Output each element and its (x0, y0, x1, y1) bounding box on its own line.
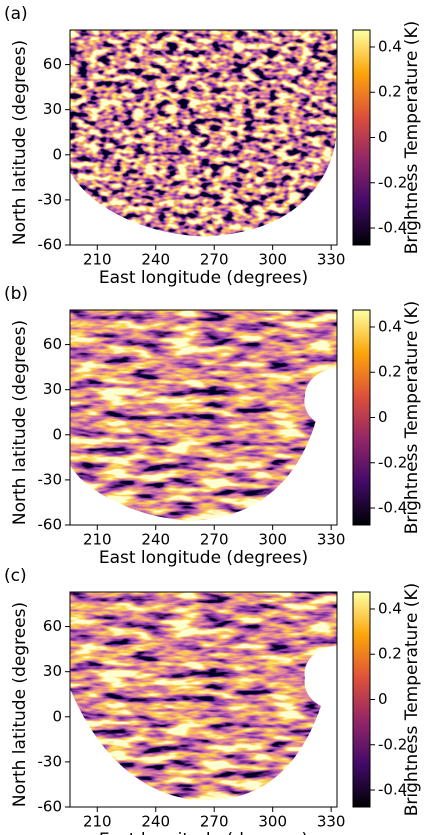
colorbar-tick-label: -0.4 (378, 499, 407, 517)
y-tick-label: -30 (38, 752, 63, 770)
y-tick-label: 0 (52, 425, 62, 443)
y-axis-label: North latitude (degrees) (10, 320, 30, 525)
colorbar-label: Brightness Temperature (K) (402, 301, 422, 534)
panel-label: (b) (4, 284, 28, 304)
colorbar-tick-label: 0.4 (378, 599, 402, 617)
colorbar-tick-label: 0.2 (378, 363, 402, 381)
heatmap-image (70, 592, 337, 801)
y-tick-label: -60 (38, 516, 63, 534)
x-axis-label: East longitude (degrees) (99, 548, 308, 568)
colorbar-tick-label: 0.2 (378, 645, 402, 663)
colorbar-tick-label: -0.2 (378, 173, 407, 191)
x-axis-label: East longitude (degrees) (99, 830, 308, 835)
colorbar-tick-label: 0.2 (378, 83, 402, 101)
panel: (a) 210 240 270 300 330 -60 -30 0 30 60 East longit… (4, 4, 422, 288)
heatmap-image (70, 310, 337, 521)
panel: (b) 210 240 270 300 330 -60 -30 0 30 60 East longit… (4, 284, 422, 568)
colorbar (352, 29, 371, 246)
colorbar-tick-label: 0 (378, 408, 388, 426)
x-tick-label: 330 (317, 531, 346, 549)
colorbar-tick-label: 0.4 (378, 317, 402, 335)
y-tick-label: -30 (38, 470, 63, 488)
y-tick-label: 30 (43, 662, 62, 680)
x-tick-label: 330 (317, 813, 346, 831)
colorbar-tick-label: -0.4 (378, 219, 407, 237)
x-tick-label: 330 (317, 251, 346, 269)
plot-frame (69, 29, 338, 246)
colorbar (352, 309, 371, 526)
colorbar-tick-label: 0 (378, 128, 388, 146)
y-tick-label: 60 (43, 617, 62, 635)
x-tick-label: 210 (83, 251, 112, 269)
x-tick-label: 300 (258, 531, 287, 549)
panel-label: (a) (4, 4, 28, 24)
plot-frame (69, 591, 338, 808)
y-tick-label: -60 (38, 798, 63, 816)
plot-frame (69, 309, 338, 526)
x-tick-label: 210 (83, 813, 112, 831)
colorbar-label: Brightness Temperature (K) (402, 21, 422, 254)
x-tick-label: 240 (141, 531, 170, 549)
y-tick-label: -30 (38, 190, 63, 208)
y-axis-label: North latitude (degrees) (10, 602, 30, 807)
x-tick-label: 270 (200, 813, 229, 831)
y-tick-label: 60 (43, 55, 62, 73)
colorbar-tick-label: -0.4 (378, 781, 407, 799)
panel: (c) 210 240 270 300 330 -60 -30 0 30 60 East longit… (4, 566, 422, 835)
colorbar-label: Brightness Temperature (K) (402, 583, 422, 816)
y-tick-label: 0 (52, 145, 62, 163)
x-tick-label: 270 (200, 251, 229, 269)
x-tick-label: 300 (258, 813, 287, 831)
colorbar-tick-label: -0.2 (378, 735, 407, 753)
x-tick-label: 240 (141, 813, 170, 831)
y-axis-label: North latitude (degrees) (10, 40, 30, 245)
y-tick-label: 30 (43, 380, 62, 398)
x-tick-label: 270 (200, 531, 229, 549)
x-tick-label: 300 (258, 251, 287, 269)
x-tick-label: 240 (141, 251, 170, 269)
colorbar-tick-label: 0 (378, 690, 388, 708)
colorbar (352, 591, 371, 808)
x-axis-label: East longitude (degrees) (99, 268, 308, 288)
y-tick-label: 0 (52, 707, 62, 725)
y-tick-label: 30 (43, 100, 62, 118)
y-tick-label: -60 (38, 236, 63, 254)
colorbar-tick-label: 0.4 (378, 37, 402, 55)
x-tick-label: 210 (83, 531, 112, 549)
heatmap-image (70, 30, 337, 237)
colorbar-tick-label: -0.2 (378, 453, 407, 471)
y-tick-label: 60 (43, 335, 62, 353)
panel-label: (c) (4, 566, 27, 586)
